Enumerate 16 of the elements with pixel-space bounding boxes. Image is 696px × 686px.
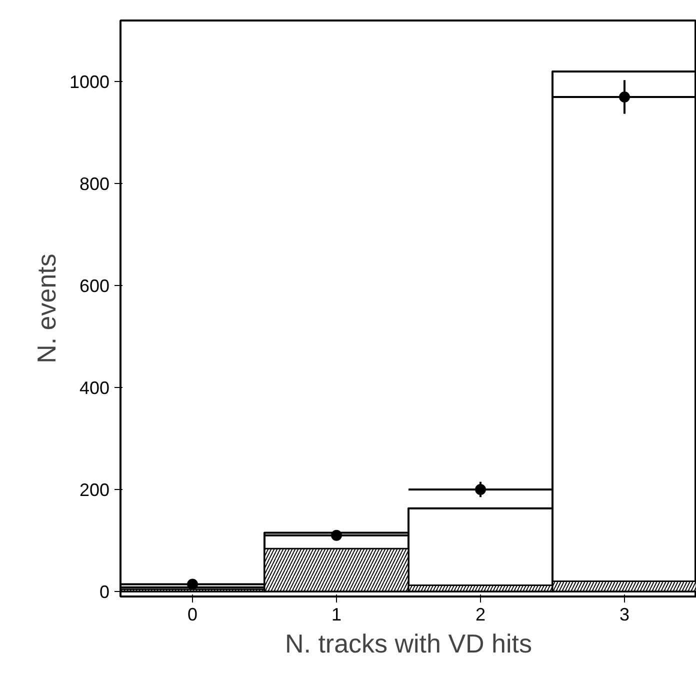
x-tick-label: 2 [475, 604, 486, 624]
y-tick-label: 600 [79, 276, 110, 296]
x-tick-label: 3 [619, 604, 630, 624]
point [331, 530, 342, 541]
point [187, 578, 198, 590]
y-tick-label: 800 [79, 174, 110, 194]
y-tick-label: 400 [79, 378, 110, 398]
x-tick-label: 1 [331, 604, 342, 624]
point [475, 484, 486, 495]
y-tick-label: 200 [79, 480, 110, 500]
y-tick-label: 1000 [69, 72, 110, 92]
point [619, 91, 630, 102]
y-tick-label: 0 [99, 582, 110, 602]
x-axis-title: N. tracks with VD hits [284, 628, 532, 658]
y-axis-title: N. events [31, 254, 62, 364]
x-tick-label: 0 [187, 604, 198, 624]
